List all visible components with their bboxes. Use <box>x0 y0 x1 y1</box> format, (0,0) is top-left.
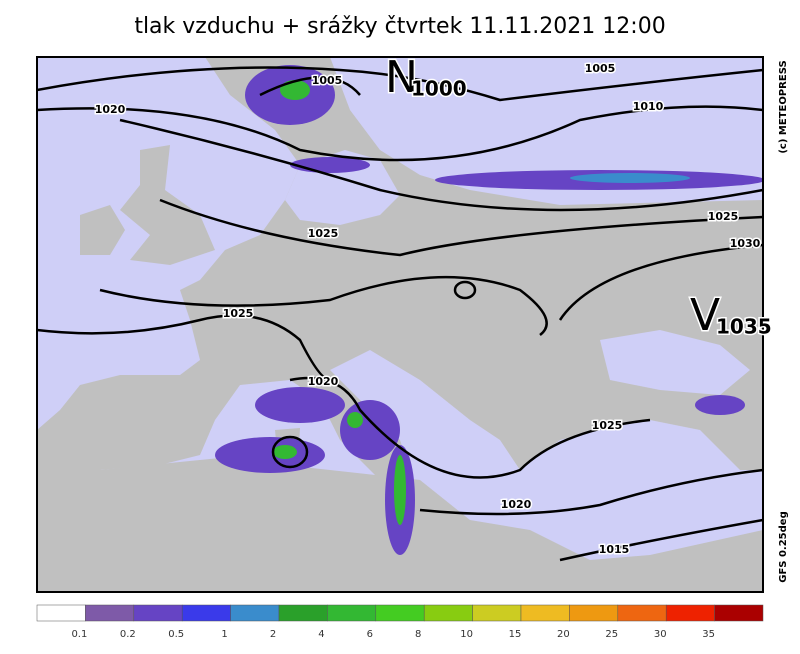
center-letter: V <box>690 290 720 341</box>
legend-swatch <box>133 604 183 622</box>
isobar-label: 1005 <box>312 74 343 87</box>
black-sea <box>600 330 750 395</box>
legend-swatch <box>181 604 231 622</box>
isobar-label: 1015 <box>599 543 630 556</box>
legend-label: 4 <box>318 629 324 640</box>
legend-swatch <box>36 604 86 622</box>
legend-label: 20 <box>557 629 570 640</box>
ireland <box>80 205 125 255</box>
center-value: 1035 <box>716 315 772 339</box>
legend: 0.1 0.2 0.5 1 2 4 6 8 10 15 20 25 30 35 <box>36 604 764 640</box>
legend-swatch <box>520 604 570 622</box>
legend-swatch <box>278 604 328 622</box>
legend-label: 15 <box>509 629 522 640</box>
legend-label: 0.1 <box>71 629 87 640</box>
legend-swatch <box>423 604 473 622</box>
legend-swatch <box>617 604 667 622</box>
legend-label: 2 <box>270 629 276 640</box>
legend-label: 6 <box>367 629 373 640</box>
isobar-label: 1025 <box>708 210 739 223</box>
isobar-label: 1020 <box>308 375 339 388</box>
legend-label: 8 <box>415 629 421 640</box>
isobar-labels: 1005 1005 1020 1010 1025 1030 1025 1025 1020 1025… <box>93 61 762 558</box>
isobar-label: 1030 <box>730 237 761 250</box>
northern-sea <box>330 57 763 205</box>
legend-swatch <box>665 604 715 622</box>
map <box>37 57 763 592</box>
center-value: 1000 <box>411 77 467 101</box>
credit: (c) METEOPRESS <box>778 60 789 153</box>
uk <box>120 145 215 265</box>
legend-label: 30 <box>654 629 667 640</box>
title: tlak vzduchu + srážky čtvrtek 11.11.2021… <box>134 14 665 39</box>
center-letter: N <box>385 52 418 103</box>
legend-swatch <box>714 604 764 622</box>
legend-label: 1 <box>221 629 227 640</box>
legend-swatch <box>569 604 619 622</box>
legend-label: 10 <box>460 629 473 640</box>
legend-label: 35 <box>702 629 715 640</box>
isobars <box>37 66 763 562</box>
isobar-label: 1025 <box>223 307 254 320</box>
legend-label: 0.5 <box>168 629 184 640</box>
isobar-label: 1025 <box>592 419 623 432</box>
map-frame <box>36 56 764 593</box>
precipitation <box>215 65 763 555</box>
legend-swatch <box>472 604 522 622</box>
legend-label: 25 <box>605 629 618 640</box>
legend-swatch <box>85 604 135 622</box>
isobar-label: 1005 <box>585 62 616 75</box>
legend-label: 0.2 <box>120 629 136 640</box>
legend-swatch <box>230 604 280 622</box>
legend-swatch <box>327 604 377 622</box>
isobar-label: 1020 <box>95 103 126 116</box>
isobar-label: 1010 <box>633 100 664 113</box>
legend-swatch <box>375 604 425 622</box>
isobar-label: 1025 <box>308 227 339 240</box>
model-label: GFS 0.25deg <box>778 511 789 583</box>
isobar-label: 1020 <box>501 498 532 511</box>
